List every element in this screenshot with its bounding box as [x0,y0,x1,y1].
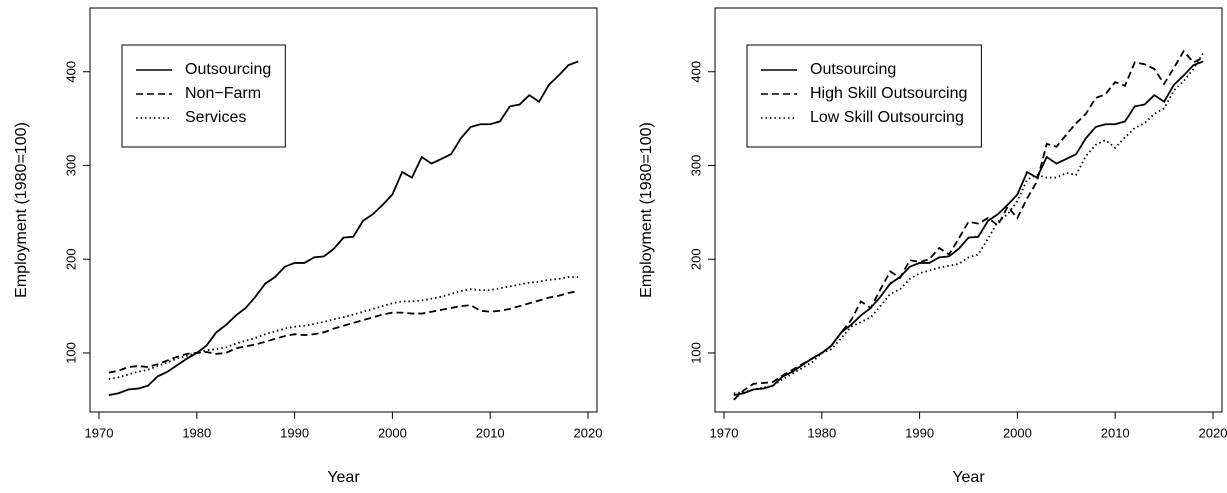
legend-label: Outsourcing [185,61,271,78]
x-axis-label: Year [327,469,360,486]
x-tick-label: 2000 [1003,425,1032,440]
series-line [108,276,579,381]
y-tick-label: 200 [688,248,703,270]
series-line [733,52,1204,395]
y-tick-label: 400 [688,61,703,83]
legend: Outsourcing Non−Farm Services [121,44,286,148]
y-tick-label: 300 [688,155,703,177]
y-axis-label: Employment (1980=100) [638,122,655,298]
legend-label: Services [185,109,246,126]
x-tick-label: 1970 [710,425,739,440]
x-tick-label: 1990 [905,425,934,440]
legend-label: High Skill Outsourcing [810,85,967,102]
legend: Outsourcing High Skill Outsourcing Low Ski… [746,44,982,148]
x-tick-label: 1980 [807,425,836,440]
x-tick-label: 1970 [85,425,114,440]
series-line [108,290,579,374]
series-line [108,60,579,397]
legend-label: Outsourcing [810,61,896,78]
legend-box [746,44,982,148]
y-tick-label: 400 [63,61,78,83]
series-line [733,49,1204,401]
legend-box [121,44,286,148]
x-tick-label: 2000 [378,425,407,440]
legend-label: Non−Farm [185,85,261,102]
legend-label: Low Skill Outsourcing [810,109,964,126]
x-tick-label: 2010 [1101,425,1130,440]
x-axis-label: Year [952,469,985,486]
x-tick-label: 2020 [574,425,603,440]
x-tick-label: 2020 [1199,425,1227,440]
y-tick-label: 100 [63,342,78,364]
y-axis-label: Employment (1980=100) [13,122,30,298]
y-tick-label: 200 [63,248,78,270]
y-tick-label: 300 [63,155,78,177]
y-tick-label: 100 [688,342,703,364]
x-tick-label: 2010 [476,425,505,440]
x-tick-label: 1980 [182,425,211,440]
x-tick-label: 1990 [280,425,309,440]
